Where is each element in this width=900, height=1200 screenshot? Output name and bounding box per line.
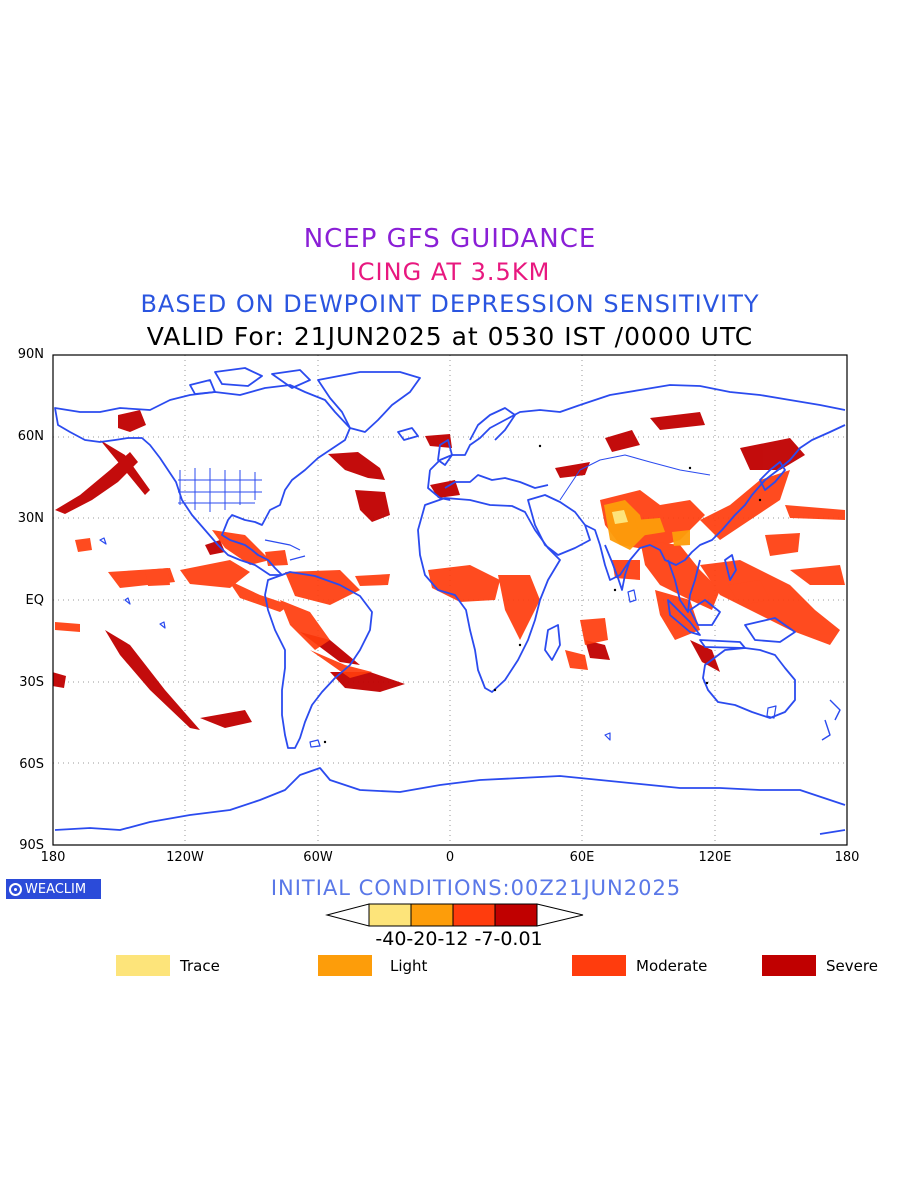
colorbar-moderate [452,903,496,927]
legend-label-trace: Trace [180,957,220,975]
lat-label-90n: 90N [17,347,44,362]
graticule [53,355,847,845]
colorbar-trace [368,903,412,927]
colorbar-right-arrow [536,903,584,927]
world-icing-map [52,354,848,846]
title-line-3: BASED ON DEWPOINT DEPRESSION SENSITIVITY [140,290,760,318]
lat-label-60s: 60S [19,757,44,772]
lon-label-180w: 180 [40,850,66,865]
colorbar-severe [494,903,538,927]
lon-label-60e: 60E [569,850,595,865]
station-markers [323,444,762,744]
legend-label-severe: Severe [826,957,878,975]
initial-conditions: INITIAL CONDITIONS:00Z21JUN2025 [270,876,682,900]
valid-time-title: VALID For: 21JUN2025 at 0530 IST /0000 U… [146,322,754,351]
legend-swatch-light [318,955,372,976]
legend-swatch-severe [762,955,816,976]
lon-label-120w: 120W [166,850,204,865]
icing-areas [53,410,845,730]
colorbar-light [410,903,454,927]
colorbar [325,903,584,927]
lat-label-90s: 90S [19,838,44,853]
legend-label-moderate: Moderate [636,957,708,975]
lat-label-30s: 30S [19,675,44,690]
map-border [52,354,848,846]
legend-swatch-trace [116,955,170,976]
lat-label-eq: EQ [25,593,44,608]
legend-label-light: Light [390,957,428,975]
coastlines [54,367,846,835]
lon-label-0: 0 [445,850,455,865]
colorbar-left-arrow [325,903,370,927]
lon-label-60w: 60W [303,850,333,865]
weaclim-logo-icon [9,882,22,896]
title-line-2: ICING AT 3.5KM [349,258,551,286]
lat-label-60n: 60N [17,429,44,444]
legend-swatch-moderate [572,955,626,976]
weaclim-logo: WEACLIM [6,879,101,899]
lon-label-180e: 180 [834,850,860,865]
colorbar-ticks: -40-20-12 -7-0.01 [375,928,543,950]
title-line-1: NCEP GFS GUIDANCE [303,224,597,254]
logo-text: WEACLIM [25,881,87,897]
lon-label-120e: 120E [698,850,732,865]
lat-label-30n: 30N [17,511,44,526]
